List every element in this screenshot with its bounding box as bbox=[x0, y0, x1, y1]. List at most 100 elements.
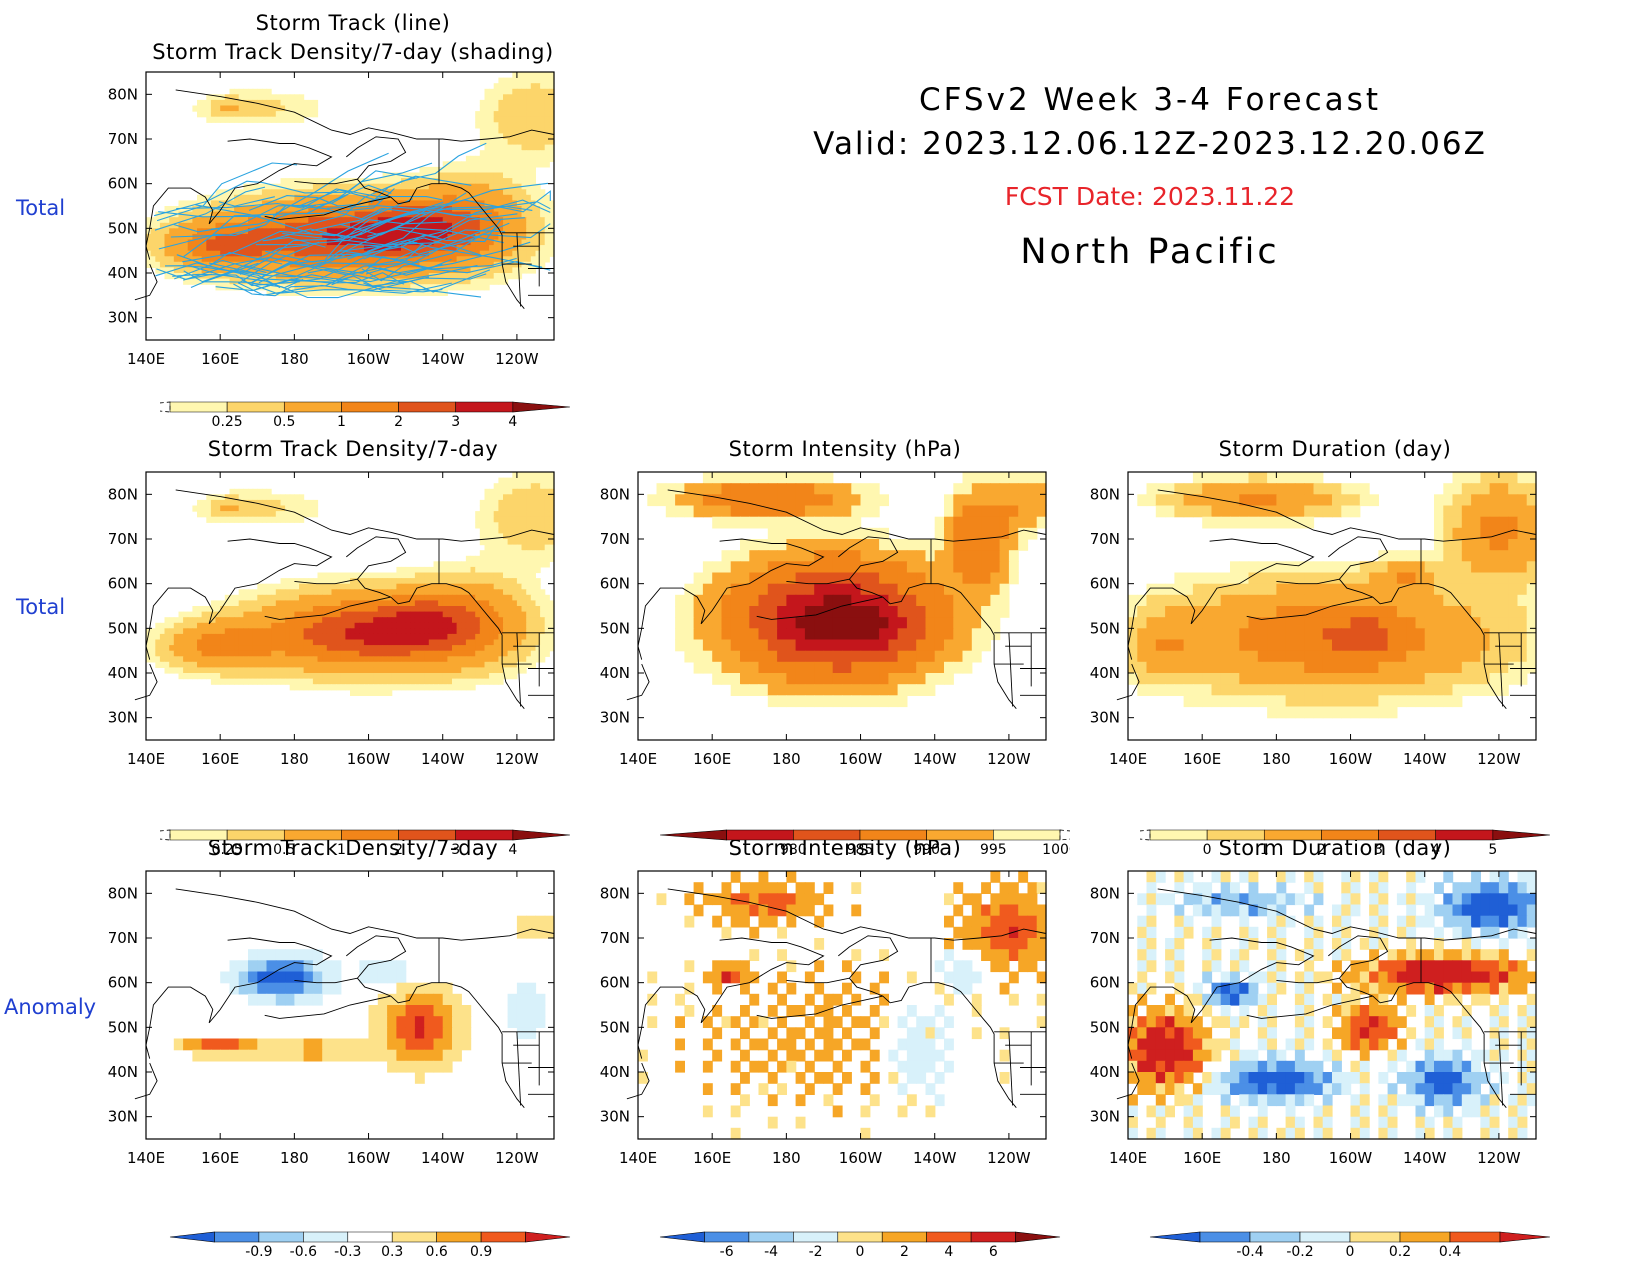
lon-tick-label: 140W bbox=[913, 1149, 957, 1167]
colorbar-swatch bbox=[512, 829, 571, 841]
colorbar-swatch bbox=[169, 401, 228, 413]
coastlines bbox=[626, 489, 1047, 709]
lat-tick-label: 70N bbox=[108, 130, 138, 148]
lat-tick-label: 40N bbox=[108, 264, 138, 282]
lon-tick-label: 180 bbox=[280, 350, 309, 368]
colorbar-swatch bbox=[283, 401, 342, 413]
row-label-anomaly: Anomaly bbox=[4, 995, 97, 1019]
colorbar-swatch bbox=[512, 401, 571, 413]
map-storm-density-total: 140E 160E 180 160W 140W 120W 80N 70N 60N 50N 40N 30… bbox=[108, 471, 555, 768]
lat-tick-label: 50N bbox=[108, 219, 138, 237]
panel-title-intensity-total: Storm Intensity (hPa) bbox=[728, 437, 962, 461]
colorbar-swatch bbox=[455, 829, 514, 841]
colorbar-label: 0 bbox=[1203, 842, 1212, 858]
colorbar-label: 980 bbox=[780, 842, 807, 858]
lat-tick-label: 30N bbox=[1090, 709, 1120, 727]
colorbar-label: 0.9 bbox=[470, 1244, 492, 1260]
colorbar-duration-anomaly: -0.4 -0.2 0 0.2 0.4 bbox=[1149, 1231, 1551, 1260]
lon-tick-label: 120W bbox=[495, 350, 539, 368]
lon-tick-label: 160W bbox=[839, 750, 883, 768]
lon-tick-label: 120W bbox=[495, 1149, 539, 1167]
panel-title-density-total: Storm Track Density/7-day bbox=[207, 437, 499, 461]
colorbar-swatch bbox=[1449, 1231, 1501, 1243]
coastlines bbox=[1116, 888, 1537, 1108]
colorbar-swatch bbox=[793, 829, 861, 841]
colorbar-under-arrow bbox=[1140, 829, 1151, 841]
colorbar-label: -2 bbox=[809, 1244, 823, 1260]
map-storm-intensity-anomaly: 140E 160E 180 160W 140W 120W 80N 70N 60N 50N 40N 30… bbox=[600, 870, 1047, 1167]
lat-tick-label: 70N bbox=[600, 530, 630, 548]
lon-tick-label: 140E bbox=[127, 750, 165, 768]
lat-tick-label: 60N bbox=[108, 575, 138, 593]
lat-tick-label: 30N bbox=[600, 709, 630, 727]
lat-tick-label: 40N bbox=[1090, 664, 1120, 682]
colorbar-swatch bbox=[1492, 829, 1551, 841]
lon-tick-label: 160W bbox=[347, 1149, 391, 1167]
colorbar-swatch bbox=[1378, 829, 1437, 841]
colorbar-label: 0 bbox=[856, 1244, 865, 1260]
panel-title-duration-total: Storm Duration (day) bbox=[1218, 437, 1452, 461]
coastlines bbox=[1116, 489, 1537, 709]
lat-tick-label: 80N bbox=[108, 884, 138, 902]
colorbar-density-total: 0.25 0.5 1 2 3 4 bbox=[160, 829, 571, 858]
lat-tick-label: 30N bbox=[108, 709, 138, 727]
lon-tick-label: 120W bbox=[1477, 1149, 1521, 1167]
lat-tick-label: 50N bbox=[108, 1018, 138, 1036]
panel-title-storm-track-shading: Storm Track Density/7-day (shading) bbox=[152, 40, 554, 64]
colorbar-under-arrow bbox=[160, 401, 171, 413]
colorbar-swatch bbox=[455, 401, 514, 413]
colorbar-swatch bbox=[1499, 1231, 1551, 1243]
colorbar-swatch bbox=[970, 1231, 1016, 1243]
coastlines bbox=[134, 89, 555, 309]
colorbar-swatch bbox=[347, 1231, 393, 1243]
colorbar-label: 1 bbox=[337, 842, 346, 858]
lat-tick-label: 80N bbox=[1090, 485, 1120, 503]
colorbar-label: 2 bbox=[394, 414, 403, 430]
colorbar-swatch bbox=[1149, 1231, 1201, 1243]
lat-tick-label: 30N bbox=[600, 1108, 630, 1126]
row-label-total-2: Total bbox=[16, 595, 66, 619]
colorbar-label: 990 bbox=[913, 842, 940, 858]
colorbar-label: 2 bbox=[394, 842, 403, 858]
colorbar-swatch bbox=[659, 1231, 705, 1243]
colorbar-swatch bbox=[748, 1231, 794, 1243]
lat-tick-label: 40N bbox=[108, 664, 138, 682]
field-shading bbox=[647, 472, 1047, 708]
colorbar-label: -4 bbox=[764, 1244, 778, 1260]
colorbar-swatch bbox=[398, 401, 457, 413]
colorbar-swatch bbox=[283, 829, 342, 841]
lat-tick-label: 50N bbox=[108, 619, 138, 637]
lat-tick-label: 40N bbox=[1090, 1063, 1120, 1081]
lat-tick-label: 60N bbox=[108, 974, 138, 992]
map-storm-intensity-total: 140E 160E 180 160W 140W 120W 80N 70N 60N 50N 40N 30… bbox=[600, 471, 1047, 768]
colorbar-label: 4 bbox=[508, 842, 517, 858]
region-name: North Pacific bbox=[1020, 232, 1280, 272]
lon-tick-label: 140W bbox=[421, 1149, 465, 1167]
field-shading bbox=[1128, 472, 1537, 719]
colorbar-swatch bbox=[436, 1231, 482, 1243]
colorbar-label: 0.5 bbox=[273, 842, 295, 858]
lon-tick-label: 140W bbox=[1403, 750, 1447, 768]
lon-tick-label: 160E bbox=[201, 350, 239, 368]
coastlines bbox=[626, 888, 1047, 1108]
colorbar-swatch bbox=[1263, 829, 1322, 841]
lon-tick-label: 180 bbox=[772, 750, 801, 768]
lon-tick-label: 160E bbox=[693, 1149, 731, 1167]
colorbar-label: 0.4 bbox=[1439, 1244, 1461, 1260]
colorbar-swatch bbox=[859, 829, 927, 841]
colorbar-label: 6 bbox=[989, 1244, 998, 1260]
colorbar-swatch bbox=[837, 1231, 883, 1243]
colorbar-label: 5 bbox=[1488, 842, 1497, 858]
lat-tick-label: 30N bbox=[108, 1108, 138, 1126]
plot-frame bbox=[1127, 471, 1537, 741]
storm-track-lines bbox=[153, 142, 551, 299]
lon-tick-label: 140E bbox=[1109, 750, 1147, 768]
colorbar-swatch bbox=[258, 1231, 304, 1243]
colorbar-label: 0.2 bbox=[1389, 1244, 1411, 1260]
colorbar-swatch bbox=[659, 829, 727, 841]
map-storm-track-total: 140E 160E 180 160W 140W 120W 80N 70N 60N 50N 40N 30… bbox=[108, 71, 555, 368]
lon-tick-label: 120W bbox=[987, 750, 1031, 768]
colorbar-label: -0.9 bbox=[245, 1244, 272, 1260]
